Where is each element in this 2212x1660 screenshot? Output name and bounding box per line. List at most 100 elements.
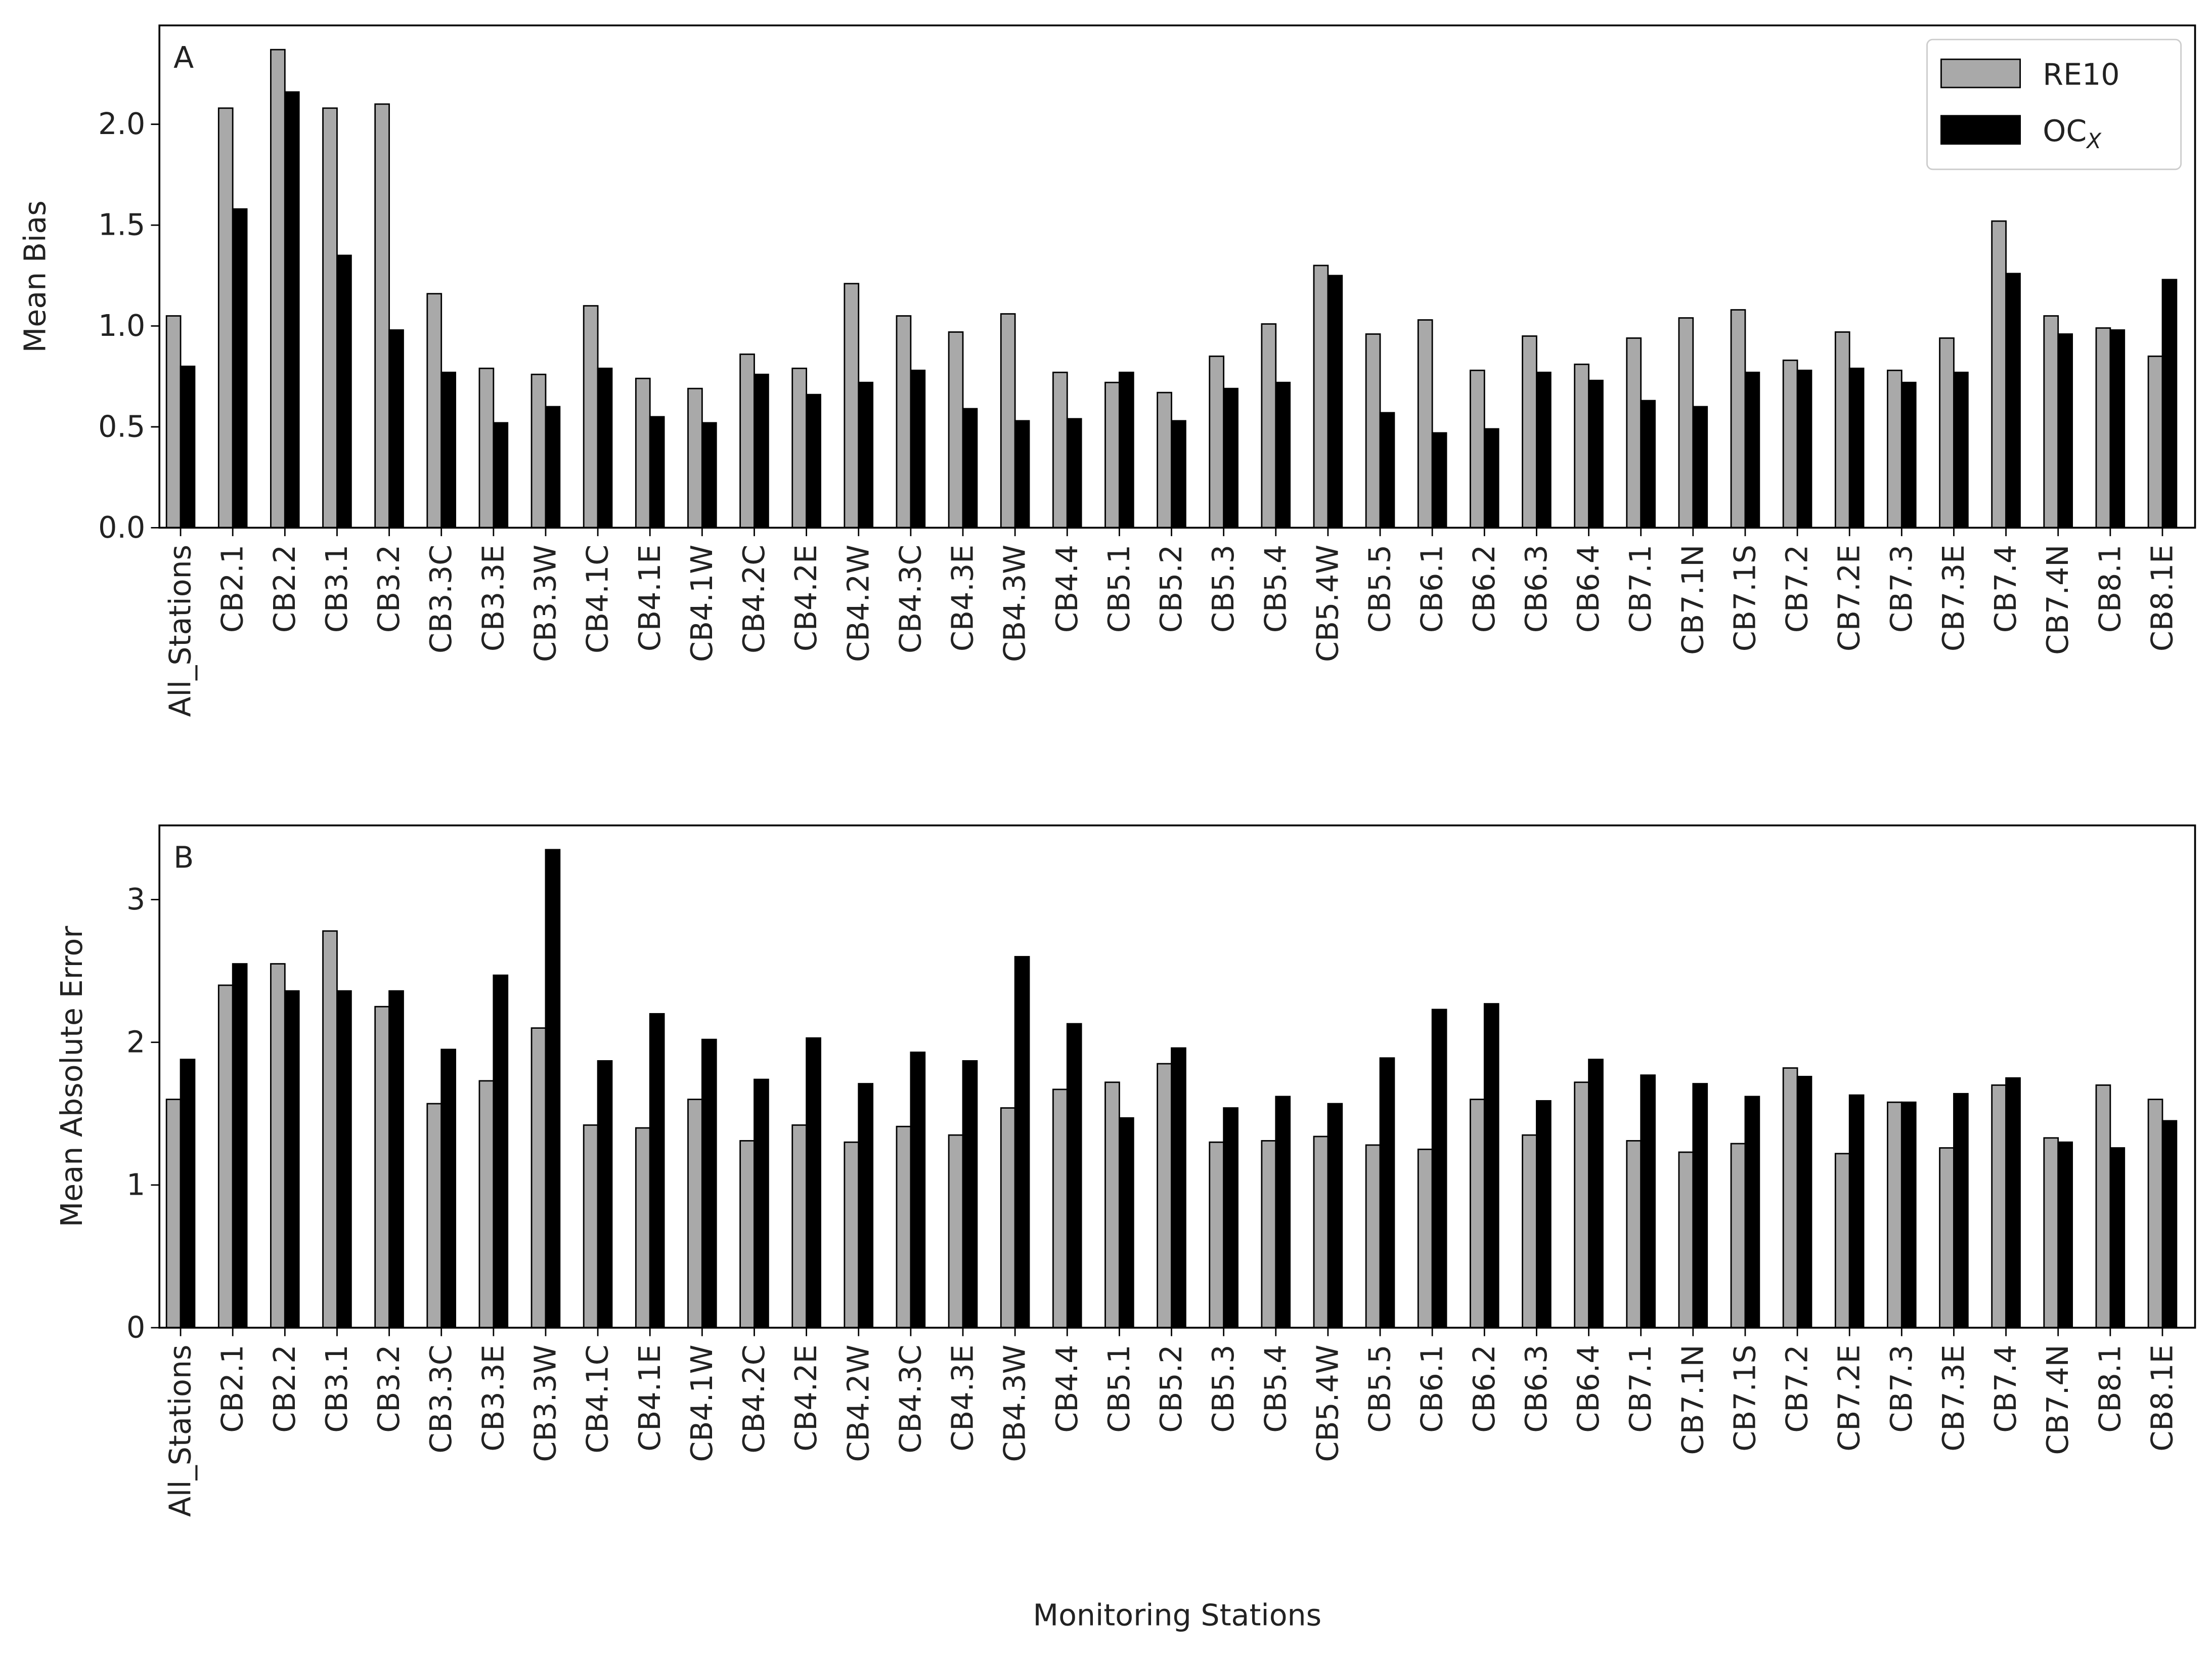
x-tick-label: CB2.2 [268, 545, 302, 633]
bar [2147, 355, 2163, 529]
legend: RE10 OCX [1926, 38, 2182, 170]
bar [597, 1060, 613, 1329]
bar [583, 305, 599, 529]
x-tick-label: CB7.4N [2041, 545, 2075, 655]
x-tick-label: All_Stations [163, 545, 198, 717]
bar [1574, 1081, 1589, 1329]
bar [2005, 273, 2021, 529]
bar [2095, 327, 2111, 529]
x-tick-label: CB7.2 [1780, 1344, 1815, 1432]
bar [1991, 220, 2007, 529]
x-tick-label: CB7.3E [1936, 545, 1971, 651]
x-tick-label: CB7.1 [1623, 1344, 1658, 1432]
bar [635, 377, 651, 529]
bar [791, 367, 808, 529]
bar [1052, 371, 1068, 529]
bar [635, 1127, 651, 1329]
bar [1796, 369, 1812, 529]
bar [1431, 432, 1447, 529]
bar [1848, 367, 1865, 529]
bar [1223, 387, 1238, 529]
bar [1522, 335, 1537, 529]
bar [2161, 279, 2178, 529]
panel-label: A [173, 40, 194, 75]
bar [1782, 1067, 1798, 1329]
x-tick-label: CB3.3E [476, 545, 510, 651]
x-tick-label: CB7.4 [1988, 1344, 2023, 1432]
bar [388, 329, 404, 529]
bar [910, 1052, 926, 1329]
bar [1470, 1099, 1485, 1329]
x-tick-label: CB4.2E [789, 545, 823, 651]
bar [2147, 1099, 2163, 1329]
y-tick-label: 3 [126, 882, 145, 916]
bar [1157, 1063, 1172, 1329]
x-tick-label: CB6.1 [1415, 545, 1449, 633]
bar [270, 963, 286, 1329]
bar [374, 103, 390, 529]
bar [1939, 1147, 1955, 1329]
bar [1379, 412, 1395, 529]
bar [270, 49, 286, 529]
bar [1834, 331, 1850, 529]
x-tick-label: CB5.3 [1206, 1344, 1241, 1432]
x-tick-label: CB5.3 [1206, 545, 1241, 633]
bar [1327, 1103, 1343, 1329]
bar [1887, 1101, 1903, 1329]
bar [754, 373, 769, 529]
x-tick-label: CB4.1E [633, 545, 667, 651]
y-tick-label: 2 [126, 1025, 145, 1059]
bar [478, 1080, 495, 1329]
bar [597, 367, 613, 529]
plot-frame [158, 824, 2196, 1329]
x-axis-label: Monitoring Stations [1033, 1598, 1322, 1633]
bar [1261, 1140, 1277, 1329]
x-tick-label: CB4.2E [789, 1344, 823, 1451]
bar [1066, 418, 1082, 529]
bar [962, 1060, 978, 1329]
bar [1327, 275, 1343, 529]
y-tick-label: 0 [126, 1310, 145, 1345]
bar [2095, 1084, 2111, 1329]
bar [1431, 1009, 1447, 1329]
bar [844, 283, 860, 529]
x-tick-label: CB4.2W [841, 1344, 875, 1462]
bar [1000, 1107, 1016, 1329]
bar [1470, 369, 1485, 529]
y-tick-label: 2.0 [98, 107, 145, 141]
bar [1014, 956, 1030, 1329]
x-tick-label: CB3.1 [320, 1344, 354, 1432]
x-tick-label: CB7.1S [1728, 545, 1762, 651]
bar [1157, 391, 1172, 529]
bar [2043, 315, 2059, 529]
bar [1104, 381, 1120, 529]
bar [1522, 1134, 1537, 1329]
bar [1626, 1140, 1642, 1329]
x-tick-label: CB4.2C [737, 545, 771, 653]
x-tick-label: CB4.3E [946, 545, 980, 651]
panel-label: B [173, 841, 194, 875]
legend-swatch [1940, 115, 2021, 145]
bar [1626, 337, 1642, 529]
bar [1365, 1144, 1381, 1329]
legend-label: RE10 [2043, 57, 2119, 92]
legend-swatch [1940, 58, 2021, 89]
bar [493, 974, 509, 1329]
x-tick-label: CB5.4 [1258, 545, 1293, 633]
x-tick-label: CB5.5 [1363, 1344, 1397, 1432]
x-tick-label: CB4.1W [685, 545, 719, 662]
x-tick-label: CB2.1 [215, 1344, 250, 1432]
bar [322, 930, 338, 1329]
bar [1483, 428, 1499, 529]
x-tick-label: CB7.1S [1728, 1344, 1762, 1451]
bar [1953, 1093, 1969, 1329]
bar [2005, 1077, 2021, 1329]
y-tick-label: 1.0 [98, 309, 145, 343]
y-tick-label: 1.5 [98, 208, 145, 242]
bar [1014, 420, 1030, 529]
bar [1066, 1023, 1082, 1329]
x-tick-label: CB6.2 [1467, 1344, 1501, 1432]
x-tick-label: CB7.2E [1832, 1344, 1867, 1451]
x-tick-label: CB2.1 [215, 545, 250, 633]
bar [1640, 1074, 1656, 1329]
